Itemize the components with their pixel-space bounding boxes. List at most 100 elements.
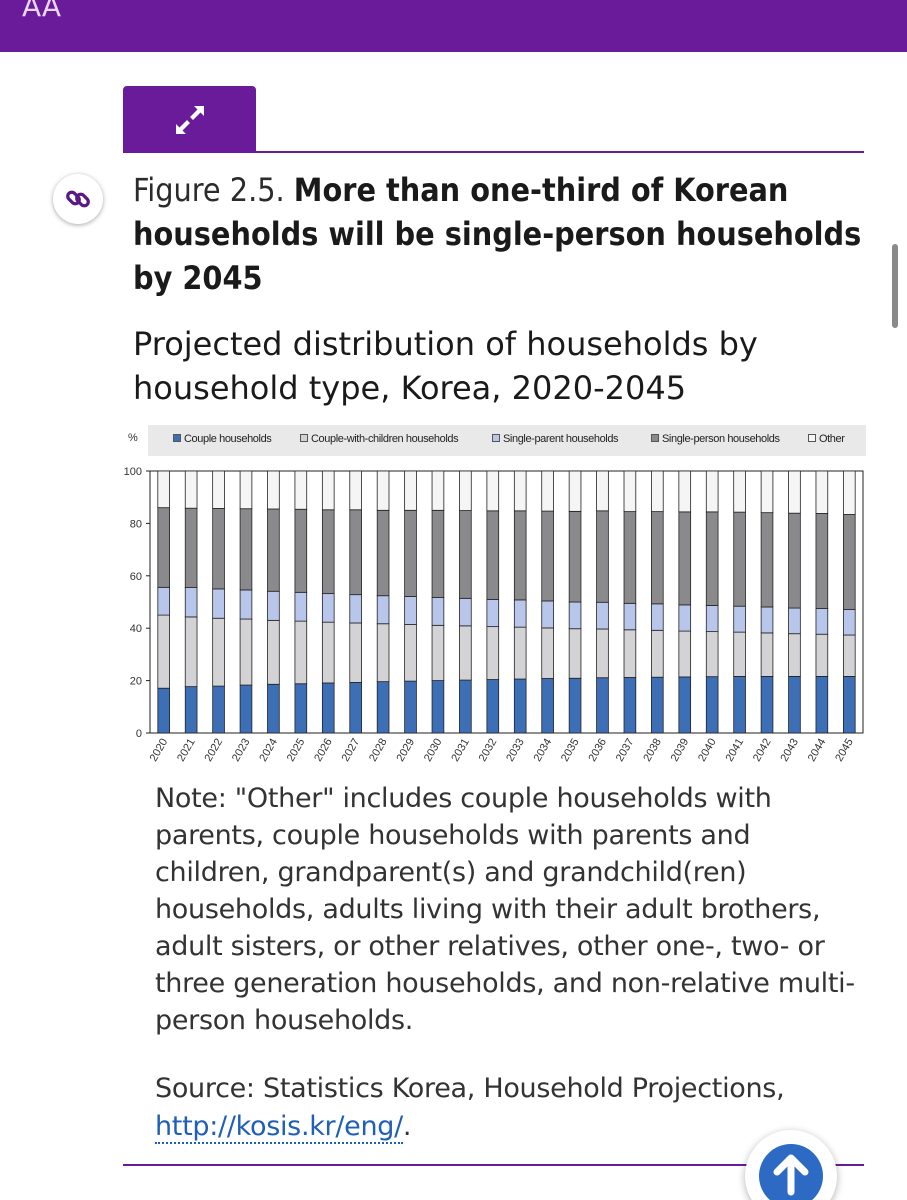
x-tick-label: 2029 (394, 737, 417, 764)
bar-segment (596, 470, 609, 512)
bar-segment (678, 604, 692, 632)
x-tick-label: 2020 (148, 737, 171, 764)
bar-segment (623, 470, 637, 513)
source-suffix: . (402, 1111, 412, 1142)
x-tick-label: 2023 (230, 737, 253, 764)
x-tick-label: 2043 (778, 737, 801, 764)
bar-segment (705, 511, 719, 606)
bar-segment (486, 679, 500, 734)
text-size-button[interactable]: AA (22, 0, 62, 23)
x-tick-label: 2022 (203, 737, 226, 764)
y-tick-label: 100 (124, 466, 142, 478)
copy-link-button[interactable] (53, 174, 103, 224)
bar-segment (349, 622, 362, 683)
legend-swatch (808, 434, 816, 442)
legend-label: Single-parent households (503, 433, 619, 445)
bar-segment (212, 508, 225, 590)
y-tick-label: 40 (130, 623, 142, 635)
legend-swatch (492, 434, 500, 442)
bar-segment (596, 628, 609, 679)
x-tick-label: 2039 (669, 737, 692, 764)
bar-segment (513, 626, 527, 680)
legend-label: Single-person households (662, 433, 780, 445)
bar-segment (842, 676, 856, 734)
bar-segment (513, 678, 527, 734)
back-to-top-button[interactable] (745, 1130, 837, 1200)
y-tick-label: 0 (136, 728, 142, 740)
bar-segment (431, 680, 445, 734)
legend-label: Couple households (184, 433, 272, 445)
bar-segment (733, 605, 746, 633)
bar-segment (431, 624, 445, 681)
x-tick-label: 2028 (367, 737, 390, 764)
bar-segment (651, 470, 664, 513)
source-link[interactable]: http://kosis.kr/eng/ (155, 1111, 403, 1144)
scrollbar-thumb[interactable] (892, 244, 898, 328)
bar-segment (431, 509, 445, 598)
bar-segment (294, 508, 308, 593)
legend-item-other: Other (808, 433, 845, 445)
bar-segment (651, 629, 664, 678)
bar-segment (815, 470, 829, 514)
expand-figure-button[interactable] (123, 86, 256, 152)
figure-footer-rule (123, 1164, 864, 1166)
figure-title-text: More than one-third of Korean households… (133, 171, 862, 297)
bar-segment (376, 470, 390, 511)
bar-segment (321, 593, 335, 623)
bar-segment (651, 511, 664, 605)
bar-segment (431, 470, 445, 511)
bar-segment (321, 509, 335, 595)
bar-segment (760, 632, 774, 677)
x-tick-label: 2038 (641, 737, 664, 764)
bar-segment (705, 631, 719, 678)
x-tick-label: 2036 (586, 737, 609, 764)
x-tick-label: 2042 (751, 737, 774, 764)
bar-segment (294, 683, 308, 734)
bar-segment (486, 510, 500, 600)
legend-item-single-parent: Single-parent households (492, 433, 619, 445)
bar-segment (623, 511, 637, 604)
bar-segment (788, 607, 801, 635)
bar-segment (842, 514, 856, 610)
bar-segment (568, 601, 582, 630)
top-app-bar: AA (0, 0, 907, 52)
legend-swatch (300, 434, 308, 442)
bar-segment (239, 508, 253, 591)
bar-segment (678, 676, 692, 734)
bar-segment (815, 676, 829, 734)
bar-segment (733, 676, 746, 734)
bar-segment (239, 470, 253, 510)
bar-segment (733, 511, 746, 607)
bar-segment (568, 510, 582, 603)
x-tick-label: 2034 (532, 737, 555, 764)
bar-segment (541, 627, 554, 679)
bar-segment (349, 509, 362, 596)
bar-segment (815, 633, 829, 677)
bar-segment (568, 470, 582, 512)
bar-segment (184, 470, 198, 509)
bar-segment (842, 634, 856, 677)
bar-segment (788, 633, 801, 677)
legend-swatch (173, 434, 181, 442)
bar-segment (294, 620, 308, 685)
x-tick-label: 2032 (477, 737, 500, 764)
x-tick-label: 2026 (312, 737, 335, 764)
bar-segment (184, 616, 198, 688)
bar-segment (623, 602, 637, 631)
bar-segment (267, 470, 280, 510)
x-tick-label: 2037 (614, 737, 637, 764)
source-text: Source: Statistics Korea, Household Proj… (155, 1073, 785, 1104)
bar-segment (541, 600, 554, 629)
bar-segment (321, 621, 335, 684)
bar-segment (376, 623, 390, 683)
bar-segment (459, 679, 472, 734)
bar-segment (404, 624, 417, 682)
plot-area (149, 470, 864, 734)
bar-segment (760, 512, 774, 608)
bar-segment (568, 677, 582, 734)
bar-segment (184, 507, 198, 588)
bar-segment (157, 470, 171, 509)
bar-segment (376, 509, 390, 597)
bar-segment (678, 630, 692, 678)
bar-segment (733, 631, 746, 677)
